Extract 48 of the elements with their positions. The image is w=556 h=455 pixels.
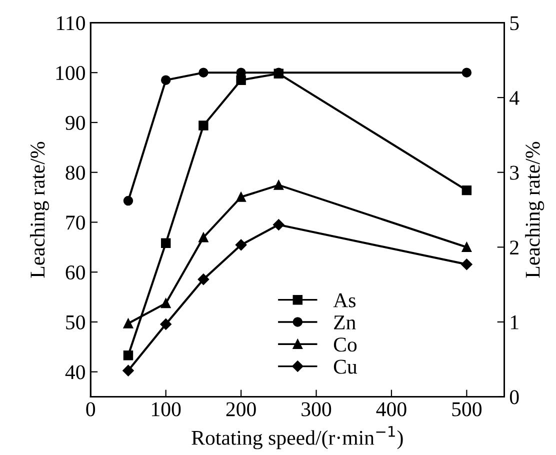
point [274,180,284,190]
point [462,185,472,196]
point [123,350,134,360]
legend-label: Co [334,338,357,352]
y-tick-label: 50 [66,315,85,330]
y2-tick-label: 5 [510,16,519,30]
x-tick-label: 0 [86,402,96,416]
legend-label: Cu [334,360,358,374]
y-tick-label: 90 [66,116,85,130]
y-tick-label: 40 [65,365,85,380]
y2-axis-title: Leaching rate/% [525,142,544,278]
x-tick-label: 100 [152,402,181,416]
point [273,219,284,230]
x-tick-label: 200 [226,402,256,416]
point [462,242,472,252]
point [461,258,472,270]
y-tick-label: 100 [56,66,85,80]
point [198,120,208,130]
x-tick-label: 300 [302,402,332,416]
point [198,68,208,78]
y-axis-title: Leaching rate/% [30,142,49,278]
y2-tick-label: 4 [510,91,520,105]
point [123,318,134,328]
point [122,364,134,376]
point [160,238,171,248]
y-tick-label: 70 [66,216,85,230]
point [160,298,171,308]
y2-tick-label: 2 [510,240,518,254]
x-axis-title: Rotating speed/(r·min$^{−1}$) [192,426,403,450]
y-tick-label: 110 [57,16,85,30]
point [198,232,208,242]
point [235,239,247,251]
y2-tick-label: 0 [510,390,519,404]
point [198,274,210,285]
point [160,318,172,330]
point [462,68,472,78]
point [236,75,246,85]
y2-tick-label: 1 [510,315,518,330]
point [123,196,134,206]
point [236,192,246,202]
y-tick-label: 60 [66,265,85,280]
legend-label: Zn [334,316,356,330]
y-tick-label: 80 [66,166,85,180]
x-tick-label: 500 [452,402,482,416]
x-tick-label: 400 [376,402,406,416]
point [160,75,171,85]
legend-label: As [333,293,356,308]
y2-tick-label: 3 [510,166,519,180]
